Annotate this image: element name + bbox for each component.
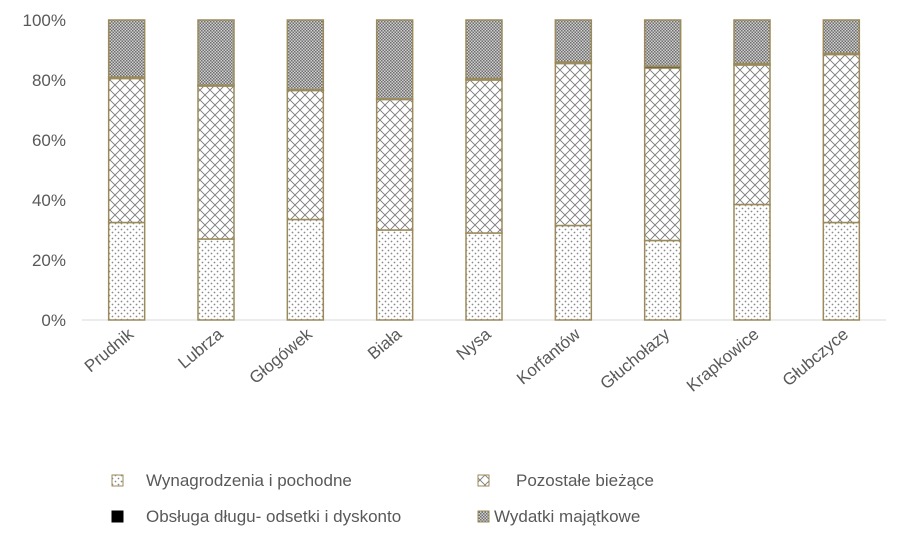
bar-stack: [733, 19, 771, 321]
bar-stack: [197, 19, 235, 321]
bar-segment: [733, 203, 771, 321]
bar-segment: [733, 64, 771, 206]
bar-segment: [375, 98, 414, 231]
bar-segment: [554, 224, 593, 321]
x-tick-label: Nysa: [453, 324, 495, 364]
bar-stack: [107, 19, 146, 321]
bar-segment: [286, 89, 325, 221]
x-tick-label: Głogówek: [246, 324, 317, 387]
bar-segment: [197, 238, 235, 321]
x-tick-label: Lubrza: [175, 324, 227, 372]
bar-stack: [286, 19, 325, 321]
legend-item: Wynagrodzenia i pochodne: [111, 471, 352, 490]
x-tick-label: Korfantów: [513, 324, 584, 388]
bar-segment: [733, 19, 771, 65]
bar-segment: [197, 19, 235, 86]
bar-stack: [822, 19, 861, 321]
y-tick-label: 80%: [32, 71, 66, 90]
bar-stack: [465, 19, 503, 321]
y-tick-label: 0%: [41, 311, 66, 330]
bar-stack: [554, 19, 593, 321]
bar-segment: [286, 19, 325, 91]
bar-segment: [465, 19, 503, 80]
legend-label: Pozostałe bieżące: [516, 471, 654, 490]
bar-segment: [286, 218, 325, 321]
bar-segment: [554, 19, 593, 63]
bar-segment: [375, 229, 414, 321]
bar-segment: [465, 79, 503, 234]
y-tick-label: 100%: [23, 11, 66, 30]
y-tick-label: 60%: [32, 131, 66, 150]
bar-segment: [465, 232, 503, 321]
legend-label: Obsługa długu- odsetki i dyskonto: [146, 507, 401, 526]
x-tick-label: Biała: [364, 324, 406, 363]
y-axis-ticks: 0% 20% 40% 60% 80% 100%: [23, 11, 66, 330]
legend-swatch: [477, 474, 490, 487]
bar-stack: [643, 19, 682, 321]
x-tick-label: Głuchołazy: [597, 324, 674, 393]
bar-segment: [643, 67, 682, 242]
legend-swatch: [477, 510, 490, 523]
bar-segment: [197, 85, 235, 240]
x-tick-label: Prudnik: [81, 324, 138, 376]
bar-segment: [643, 239, 682, 321]
bar-segment: [554, 62, 593, 227]
bar-segment: [822, 221, 861, 321]
bar-segment: [107, 19, 146, 78]
legend-item: Wydatki majątkowe: [477, 507, 640, 526]
x-tick-label: Krapkowice: [683, 325, 763, 396]
x-tick-label: Głubczyce: [779, 325, 852, 391]
bar-segment: [107, 77, 146, 224]
x-axis-ticks: Prudnik Lubrza Głogówek Biała Nysa Korfantów G…: [81, 324, 852, 396]
bar-segment: [643, 19, 682, 67]
bars: [107, 19, 861, 321]
legend-swatch: [111, 474, 124, 487]
bar-stack: [375, 19, 414, 321]
bar-segment: [822, 53, 861, 224]
bar-segment: [822, 19, 861, 55]
y-tick-label: 20%: [32, 251, 66, 270]
bar-segment: [375, 19, 414, 100]
legend-label: Wynagrodzenia i pochodne: [146, 471, 352, 490]
legend-item: Obsługa długu- odsetki i dyskonto: [111, 507, 401, 526]
y-tick-label: 40%: [32, 191, 66, 210]
legend-item: Pozostałe bieżące: [477, 471, 654, 490]
legend-swatch: [111, 510, 124, 523]
legend-label: Wydatki majątkowe: [494, 507, 640, 526]
legend: Wynagrodzenia i pochodne Pozostałe bieżąc…: [111, 471, 654, 526]
bar-segment: [107, 221, 146, 321]
